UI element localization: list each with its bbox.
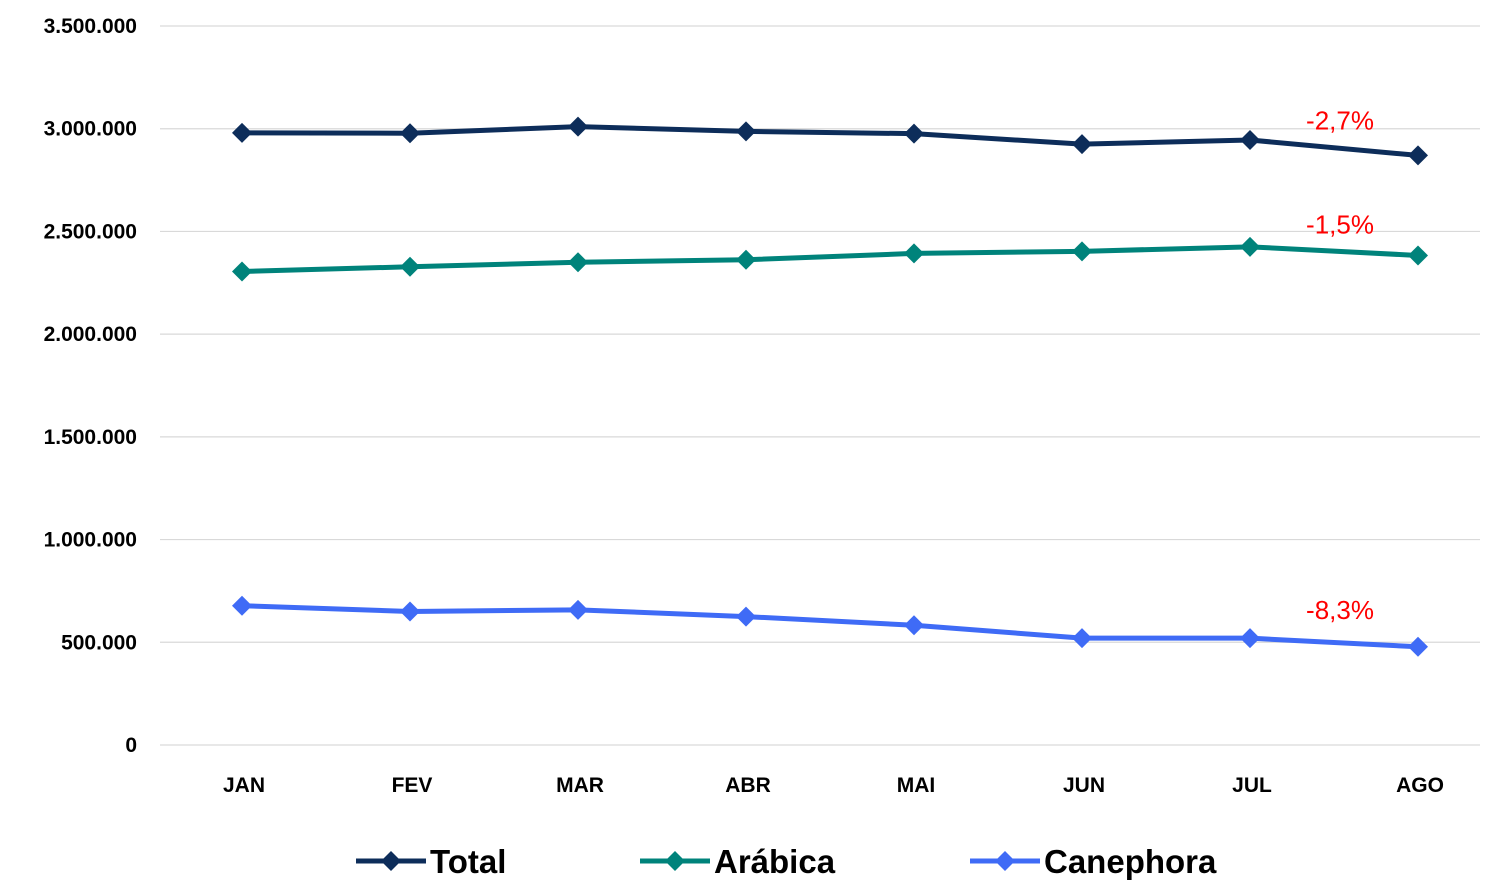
data-point-canephora-jun <box>1072 628 1092 649</box>
y-axis-ticks: 0 500.000 1.000.000 1.500.000 2.000.000 2.500… <box>44 15 137 757</box>
y-tick-label-4: 2.000.000 <box>44 323 137 346</box>
legend: Total Arábica Canephora <box>356 843 1217 880</box>
data-point-canephora-jul <box>1240 628 1260 649</box>
series-total <box>232 116 1428 166</box>
data-point-arábica-fev <box>400 256 420 277</box>
y-tick-label-7: 3.500.000 <box>44 15 137 38</box>
y-tick-label-2: 1.000.000 <box>44 529 137 552</box>
data-point-canephora-jan <box>232 595 252 616</box>
data-point-total-mai <box>904 123 924 144</box>
legend-marker-canephora <box>995 851 1015 871</box>
series-lines <box>232 116 1428 657</box>
legend-label-arábica: Arábica <box>714 843 836 880</box>
series-line-total <box>239 124 1421 158</box>
data-point-arábica-mai <box>904 243 924 264</box>
annotation-total: -2,7% <box>1306 105 1374 135</box>
x-tick-label-jan: JAN <box>223 774 265 797</box>
data-point-canephora-mai <box>904 615 924 636</box>
y-tick-label-1: 500.000 <box>61 631 137 654</box>
series-line-canephora <box>239 603 1421 650</box>
legend-label-canephora: Canephora <box>1044 843 1217 880</box>
legend-item-arábica: Arábica <box>640 843 836 880</box>
data-point-total-fev <box>400 123 420 144</box>
x-tick-label-mai: MAI <box>897 774 936 797</box>
x-tick-label-ago: AGO <box>1396 774 1444 797</box>
series-line-arábica <box>239 244 1421 274</box>
annotation-arábica: -1,5% <box>1306 209 1374 239</box>
x-axis-ticks: JAN FEV MAR ABR MAI JUN JUL AGO <box>223 774 1444 797</box>
data-point-total-mar <box>568 116 588 137</box>
data-point-total-jul <box>1240 130 1260 151</box>
data-point-total-ago <box>1408 145 1428 166</box>
annotation-canephora: -8,3% <box>1306 595 1374 625</box>
series-arábica <box>232 236 1428 282</box>
y-tick-label-0: 0 <box>125 734 137 757</box>
series-canephora <box>232 595 1428 657</box>
data-point-total-jun <box>1072 134 1092 155</box>
legend-item-canephora: Canephora <box>970 843 1217 880</box>
x-tick-label-mar: MAR <box>556 774 604 797</box>
data-point-arábica-jul <box>1240 236 1260 257</box>
x-tick-label-jul: JUL <box>1232 774 1272 797</box>
y-tick-label-3: 1.500.000 <box>44 426 137 449</box>
data-point-arábica-jan <box>232 261 252 282</box>
data-point-arábica-ago <box>1408 245 1428 266</box>
data-point-arábica-jun <box>1072 241 1092 262</box>
x-tick-label-jun: JUN <box>1063 774 1105 797</box>
data-point-canephora-mar <box>568 599 588 620</box>
x-tick-label-fev: FEV <box>392 774 433 797</box>
data-point-canephora-fev <box>400 601 420 622</box>
data-point-canephora-abr <box>736 606 756 627</box>
legend-item-total: Total <box>356 843 506 880</box>
data-point-total-abr <box>736 121 756 142</box>
x-tick-label-abr: ABR <box>725 774 771 797</box>
legend-marker-arábica <box>665 851 685 871</box>
gridlines <box>160 25 1480 746</box>
data-point-arábica-abr <box>736 249 756 270</box>
legend-label-total: Total <box>430 843 506 880</box>
data-point-canephora-ago <box>1408 636 1428 657</box>
y-tick-label-5: 2.500.000 <box>44 220 137 243</box>
data-point-arábica-mar <box>568 252 588 273</box>
annotations: -2,7% -1,5% -8,3% <box>1306 105 1374 624</box>
legend-marker-total <box>381 851 401 871</box>
data-point-total-jan <box>232 122 252 143</box>
y-tick-label-6: 3.000.000 <box>44 118 137 141</box>
